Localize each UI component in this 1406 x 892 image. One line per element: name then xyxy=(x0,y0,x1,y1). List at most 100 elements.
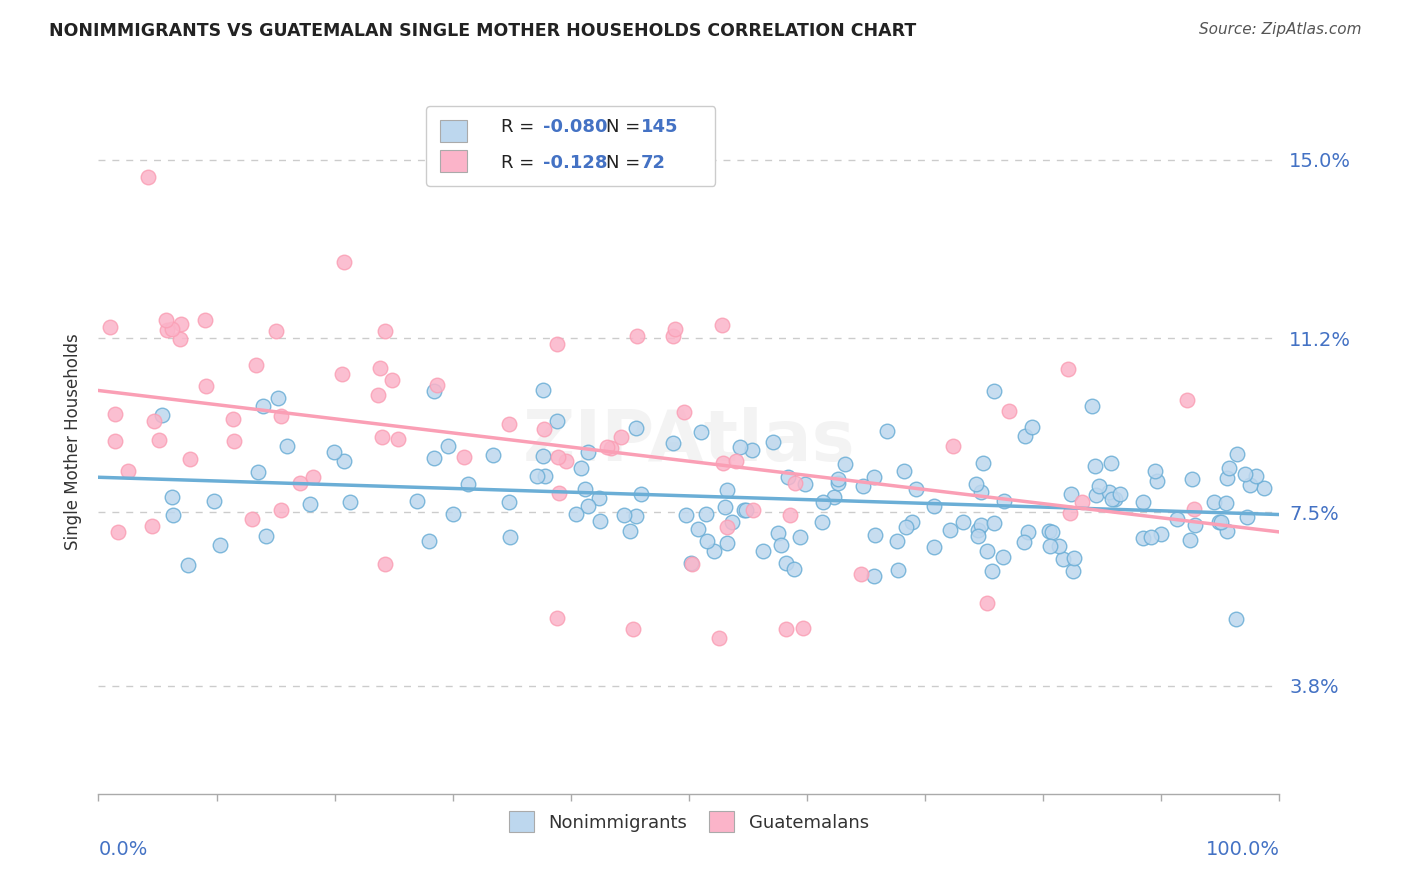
Point xyxy=(1216,470,1239,484)
Point xyxy=(862,568,884,582)
Point xyxy=(619,524,641,538)
Point xyxy=(965,476,987,491)
Point xyxy=(1084,458,1107,473)
Point xyxy=(1215,495,1237,509)
Point xyxy=(531,383,554,397)
Point xyxy=(104,434,127,448)
Point xyxy=(993,494,1015,508)
Point xyxy=(998,404,1021,418)
Point xyxy=(576,499,599,513)
Point xyxy=(624,421,647,435)
Point xyxy=(1150,526,1173,541)
Point xyxy=(1225,612,1247,626)
Point xyxy=(621,622,644,636)
Point xyxy=(716,483,738,498)
Point xyxy=(387,432,409,446)
Point xyxy=(406,494,429,508)
Text: 0.0%: 0.0% xyxy=(98,839,148,859)
Point xyxy=(498,495,520,509)
Point xyxy=(422,451,444,466)
Point xyxy=(1144,464,1167,478)
Point xyxy=(766,526,789,541)
Point xyxy=(299,497,322,511)
Point xyxy=(160,322,183,336)
Point xyxy=(713,456,735,470)
Point xyxy=(886,534,908,549)
Point xyxy=(967,523,990,537)
Point xyxy=(770,538,793,552)
Point xyxy=(574,482,596,496)
Point xyxy=(247,466,270,480)
Text: 72: 72 xyxy=(641,154,666,172)
Point xyxy=(423,384,446,399)
Point xyxy=(302,470,325,484)
Point xyxy=(675,508,697,522)
Point xyxy=(546,611,568,625)
Point xyxy=(1047,539,1070,553)
Point xyxy=(1039,539,1062,553)
Point xyxy=(983,384,1005,398)
Legend: Nonimmigrants, Guatemalans: Nonimmigrants, Guatemalans xyxy=(496,798,882,845)
Point xyxy=(1166,511,1188,525)
Point xyxy=(1181,472,1204,486)
Point xyxy=(792,621,814,635)
Point xyxy=(1132,531,1154,545)
Point xyxy=(107,524,129,539)
Point xyxy=(967,529,990,543)
Point xyxy=(155,313,177,327)
Point xyxy=(970,485,993,500)
Point xyxy=(565,508,588,522)
Point xyxy=(152,408,174,422)
Point xyxy=(534,468,557,483)
Point xyxy=(418,534,440,549)
Point xyxy=(741,442,763,457)
Point xyxy=(1098,485,1121,500)
Point xyxy=(695,533,717,548)
Point xyxy=(1021,420,1043,434)
Point xyxy=(117,464,139,478)
Point xyxy=(453,450,475,464)
Point xyxy=(972,456,994,470)
Point xyxy=(775,557,797,571)
Point xyxy=(624,508,647,523)
Point xyxy=(143,414,166,428)
Point xyxy=(333,454,356,468)
Point xyxy=(703,544,725,558)
Point xyxy=(1216,524,1239,538)
Point xyxy=(785,476,807,491)
Point xyxy=(630,487,652,501)
Point xyxy=(922,500,945,514)
Point xyxy=(793,477,815,491)
Point xyxy=(900,515,922,529)
Point xyxy=(952,516,974,530)
Point xyxy=(686,522,709,536)
Point xyxy=(1104,491,1126,506)
Point xyxy=(695,508,717,522)
Point xyxy=(526,469,548,483)
Point xyxy=(1239,478,1261,492)
Y-axis label: Single Mother Households: Single Mother Households xyxy=(63,334,82,549)
Point xyxy=(441,508,464,522)
Point xyxy=(1059,506,1081,520)
Point xyxy=(498,417,520,431)
Point xyxy=(141,519,163,533)
Point xyxy=(1081,399,1104,413)
Point xyxy=(548,485,571,500)
Point xyxy=(1038,524,1060,539)
Point xyxy=(789,530,811,544)
Point xyxy=(735,502,758,516)
Point xyxy=(827,472,849,486)
Point xyxy=(709,632,731,646)
Point xyxy=(98,320,121,334)
Point xyxy=(1236,509,1258,524)
Point xyxy=(1088,479,1111,493)
Point xyxy=(991,549,1014,564)
Point xyxy=(209,538,232,552)
Point xyxy=(1218,461,1240,475)
Point xyxy=(160,490,183,504)
Point xyxy=(195,379,218,393)
Point xyxy=(775,622,797,636)
Text: -0.080: -0.080 xyxy=(543,119,607,136)
Point xyxy=(1109,486,1132,500)
Point xyxy=(148,433,170,447)
